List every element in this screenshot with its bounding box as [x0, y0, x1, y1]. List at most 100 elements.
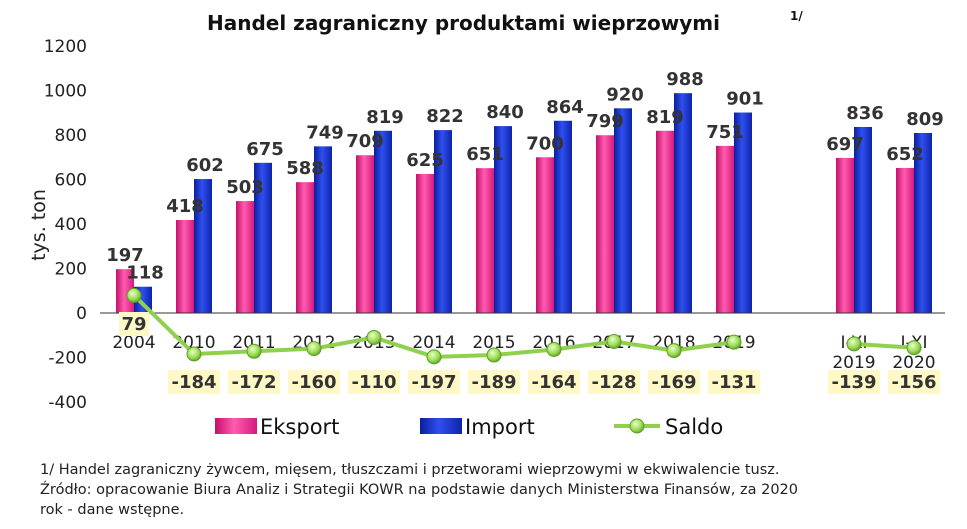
data-label-eksport-2016: 700	[526, 133, 564, 154]
data-label-eksport-2017: 799	[586, 111, 624, 132]
bar-eksport-i-xi-2019	[836, 157, 854, 313]
bar-import-2019	[734, 112, 752, 313]
bar-eksport-2014	[416, 173, 434, 313]
legend: Eksport Import Saldo	[215, 415, 723, 439]
x-tick-label-2010: 2010	[172, 333, 215, 353]
saldo-marker-2013	[366, 329, 382, 345]
bar-import-i-xi-2019	[854, 126, 872, 314]
data-label-import-2010: 602	[186, 155, 224, 176]
data-label-saldo-2010: -184	[171, 372, 216, 393]
data-label-saldo-2018: -169	[651, 372, 696, 393]
bar-eksport-2015	[476, 168, 494, 313]
bar-eksport-2013	[356, 155, 374, 313]
y-tick-label: -200	[48, 349, 87, 369]
saldo-marker-2018	[666, 343, 682, 359]
y-tick-label: 400	[55, 215, 87, 235]
data-label-saldo-i-xi-2019: -139	[831, 372, 876, 393]
data-label-saldo-2013: -110	[351, 372, 396, 393]
bar-import-2018	[674, 93, 692, 313]
y-axis-label: tys. ton	[28, 189, 50, 261]
data-label-saldo-2012: -160	[291, 372, 336, 393]
bar-eksport-2018	[656, 130, 674, 313]
x-tick-label-i-xi-2020: 2020	[892, 353, 935, 373]
data-label-box-saldo-2018	[648, 370, 700, 394]
data-label-import-2015: 840	[486, 102, 524, 123]
data-label-box-saldo-2013	[348, 370, 400, 394]
data-label-eksport-2010: 418	[166, 196, 204, 217]
data-label-eksport-2015: 651	[466, 144, 504, 165]
bar-import-i-xi-2020	[914, 132, 932, 313]
data-label-saldo-2017: -128	[591, 372, 636, 393]
saldo-marker-2004	[126, 287, 142, 303]
data-label-eksport-2012: 588	[286, 158, 324, 179]
data-label-box-saldo-2014	[408, 370, 460, 394]
data-label-saldo-i-xi-2020: -156	[891, 372, 936, 393]
bar-import-2012	[314, 146, 332, 313]
data-label-import-2013: 819	[366, 107, 404, 128]
bar-eksport-2019	[716, 145, 734, 313]
saldo-line-segment-2	[853, 341, 915, 350]
data-label-eksport-2018: 819	[646, 107, 684, 128]
saldo-marker-i-xi-2019	[846, 336, 862, 352]
saldo-marker-2010	[186, 346, 202, 362]
data-label-box-saldo-2010	[168, 370, 220, 394]
bar-eksport-2016	[536, 157, 554, 313]
data-label-import-2014: 822	[426, 106, 464, 127]
bar-eksport-2012	[296, 182, 314, 313]
bar-import-2010	[194, 179, 212, 313]
y-tick-label: 200	[55, 260, 87, 280]
data-label-saldo-2014: -197	[411, 372, 456, 393]
data-label-box-saldo-2017	[588, 370, 640, 394]
bar-import-2014	[434, 130, 452, 313]
x-tick-label-2014: 2014	[412, 333, 455, 353]
data-label-import-2019: 901	[726, 89, 764, 110]
legend-swatch-saldo-marker	[629, 418, 645, 434]
data-label-box-saldo-2016	[528, 370, 580, 394]
legend-item-import: Import	[420, 415, 535, 439]
data-label-eksport-2019: 751	[706, 122, 744, 143]
data-label-box-saldo-2015	[468, 370, 520, 394]
data-label-box-saldo-2012	[288, 370, 340, 394]
legend-item-saldo: Saldo	[614, 415, 723, 439]
saldo-marker-2012	[306, 341, 322, 357]
data-label-import-2016: 864	[546, 97, 584, 118]
data-label-eksport-2014: 625	[406, 150, 444, 171]
data-label-import-i-xi-2020: 809	[906, 109, 944, 130]
data-label-eksport-2013: 709	[346, 131, 384, 152]
saldo-marker-2017	[606, 333, 622, 349]
data-label-import-2004: 118	[126, 263, 164, 284]
saldo-marker-2019	[726, 334, 742, 350]
bar-eksport-2010	[176, 219, 194, 313]
legend-item-eksport: Eksport	[215, 415, 339, 439]
legend-label-eksport: Eksport	[260, 415, 339, 439]
y-tick-label: -400	[48, 393, 87, 413]
data-label-saldo-2016: -164	[531, 372, 576, 393]
data-label-import-2012: 749	[306, 122, 344, 143]
chart-title: Handel zagraniczny produktami wieprzowym…	[207, 11, 720, 35]
saldo-marker-2011	[246, 343, 262, 359]
legend-label-import: Import	[465, 415, 535, 439]
saldo-marker-2016	[546, 341, 562, 357]
bar-eksport-2004	[116, 269, 134, 313]
footnote-line-1: 1/ Handel zagraniczny żywcem, mięsem, tł…	[40, 462, 780, 478]
bars	[116, 93, 932, 314]
bar-import-2017	[614, 108, 632, 313]
saldo-marker-i-xi-2020	[906, 340, 922, 356]
data-label-box-saldo-2019	[708, 370, 760, 394]
saldo-marker-2015	[486, 347, 502, 363]
x-tick-label-2004: 2004	[112, 333, 155, 353]
data-label-box-saldo-2011	[228, 370, 280, 394]
data-label-eksport-2011: 503	[226, 177, 264, 198]
y-tick-label: 1200	[44, 37, 87, 57]
bar-eksport-2011	[236, 201, 254, 313]
data-label-eksport-2004: 197	[106, 245, 144, 266]
data-label-saldo-2004: 79	[121, 314, 146, 335]
footnote: 1/ Handel zagraniczny żywcem, mięsem, tł…	[40, 460, 950, 520]
data-label-eksport-i-xi-2019: 697	[826, 134, 864, 155]
saldo-series	[126, 287, 922, 365]
y-tick-label: 600	[55, 171, 87, 191]
data-label-box-saldo-i-xi-2019	[828, 370, 880, 394]
bar-import-2013	[374, 130, 392, 313]
y-tick-label: 0	[76, 304, 87, 324]
x-tick-label-2011: 2011	[232, 333, 275, 353]
